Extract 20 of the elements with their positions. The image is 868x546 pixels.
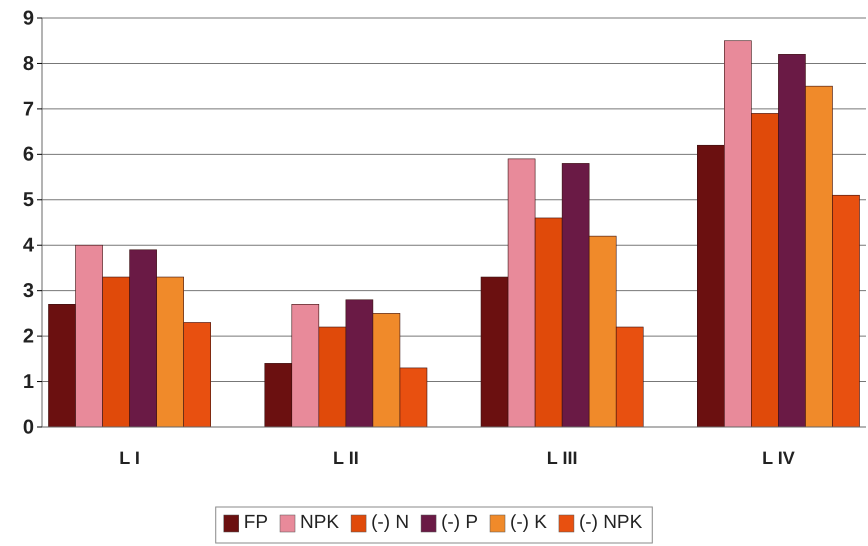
legend-label: FP — [244, 512, 268, 533]
x-tick-label: L I — [119, 448, 140, 468]
legend-label: (-) P — [441, 512, 478, 533]
y-tick-label: 0 — [22, 416, 34, 438]
y-tick-label: 9 — [22, 7, 34, 30]
legend-label: NPK — [300, 512, 340, 533]
y-tick-label: 5 — [22, 189, 34, 212]
y-tick-label: 4 — [22, 234, 35, 257]
y-tick-label: 2 — [22, 326, 34, 348]
y-tick-label: 7 — [22, 98, 34, 120]
x-tick-label: L III — [546, 448, 578, 468]
y-tick-label: 8 — [22, 52, 34, 75]
legend-label: (-) NPK — [578, 512, 643, 533]
legend-label: (-) N — [371, 512, 410, 533]
x-tick-label: L IV — [762, 448, 795, 468]
x-tick-label: L II — [333, 448, 359, 468]
y-tick-label: 3 — [22, 280, 34, 302]
y-tick-label: 6 — [22, 144, 34, 166]
y-tick-label: 1 — [22, 370, 34, 393]
legend-label: (-) K — [510, 512, 548, 533]
